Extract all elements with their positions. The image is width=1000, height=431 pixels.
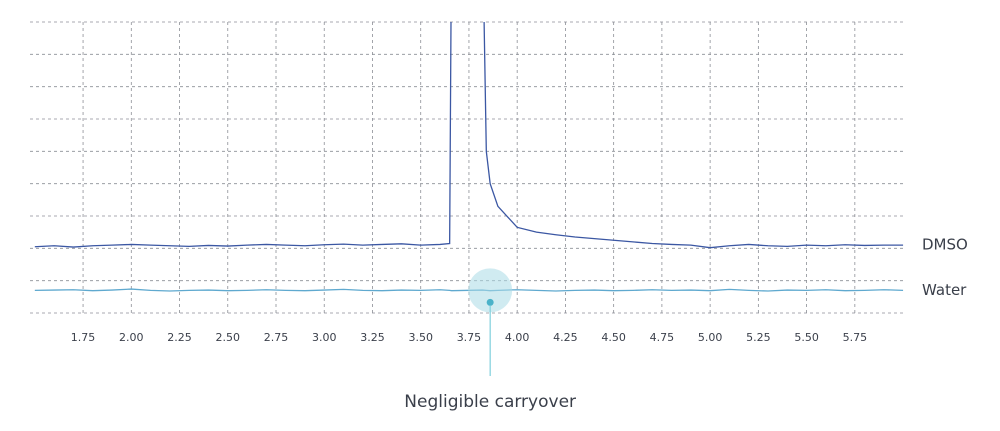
x-tick-label: 2.50 [216, 331, 241, 344]
x-tick-label: 4.50 [601, 331, 626, 344]
grid [30, 21, 905, 314]
x-tick-label: 2.00 [119, 331, 144, 344]
x-tick-label: 4.75 [650, 331, 675, 344]
annotation-halo [468, 268, 513, 313]
legend-label: Water [922, 281, 967, 299]
x-tick-label: 3.50 [408, 331, 433, 344]
x-tick-label: 4.25 [553, 331, 578, 344]
traces [34, 22, 904, 292]
x-tick-label: 2.75 [264, 331, 289, 344]
legend-label: DMSO [922, 236, 968, 254]
x-tick-label: 1.75 [71, 331, 96, 344]
x-tick-label: 5.00 [698, 331, 723, 344]
x-tick-label: 3.75 [457, 331, 482, 344]
x-tick-label: 4.00 [505, 331, 530, 344]
x-tick-label: 5.75 [843, 331, 868, 344]
x-tick-label: 5.25 [746, 331, 771, 344]
x-tick-label: 3.25 [360, 331, 385, 344]
annotation-dot [486, 298, 494, 306]
trace-line [34, 22, 904, 249]
x-tick-label: 5.50 [794, 331, 819, 344]
x-tick-label: 3.00 [312, 331, 337, 344]
labels: 1.75 2.00 2.25 2.50 2.75 3.00 3.25 3.50 3.75 4.00… [71, 236, 968, 412]
annotation-text: Negligible carryover [404, 392, 576, 412]
x-tick-label: 2.25 [167, 331, 192, 344]
